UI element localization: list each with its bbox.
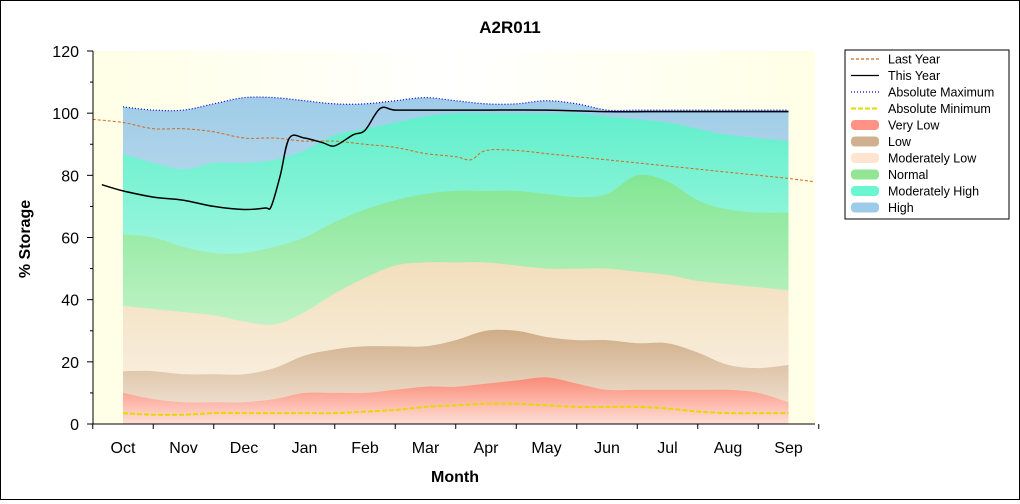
legend-label-very-low: Very Low — [888, 119, 940, 133]
x-tick-label: Jul — [657, 440, 677, 457]
legend-label-low: Low — [888, 135, 912, 149]
y-tick-label: 100 — [52, 106, 79, 123]
legend-label-high: High — [888, 201, 914, 215]
legend-swatch-high — [851, 202, 879, 213]
x-tick-label: Nov — [169, 440, 197, 457]
y-tick-label: 40 — [61, 293, 79, 310]
legend-swatch-moderately-high — [851, 186, 879, 196]
legend-label-last-year: Last Year — [888, 53, 940, 67]
x-tick-label: May — [531, 440, 561, 457]
series-lines — [92, 96, 813, 416]
x-tick-label: Jun — [594, 440, 620, 457]
y-tick-label: 20 — [61, 355, 79, 372]
chart-title: A2R011 — [479, 18, 540, 37]
series-line-this-year — [101, 106, 789, 211]
y-tick-label: 80 — [61, 168, 79, 185]
legend-swatch-moderately-low — [851, 153, 879, 163]
series-line-absolute-minimum — [122, 402, 789, 416]
legend-label-absolute-minimum: Absolute Minimum — [888, 102, 991, 116]
x-tick-label: Jan — [292, 440, 318, 457]
legend-label-normal: Normal — [888, 168, 928, 182]
band-areas — [123, 97, 789, 425]
legend-label-this-year: This Year — [888, 69, 940, 83]
x-tick-label: Sep — [774, 440, 803, 457]
band-very-low — [123, 377, 789, 424]
x-tick-label: Apr — [474, 440, 500, 457]
legend: Last Year This Year Absolute Maximum Absolu… — [844, 49, 1010, 220]
y-tick-label: 0 — [70, 417, 79, 434]
y-tick-label: 120 — [52, 44, 79, 61]
legend-label-moderately-high: Moderately High — [888, 185, 979, 199]
x-axis-ticks: Oct Nov Dec Jan Feb Mar Apr May Jun Jul Aug Sep — [92, 424, 820, 457]
x-tick-label: Oct — [111, 440, 136, 457]
x-tick-label: Dec — [230, 440, 258, 457]
y-axis-label: % Storage — [17, 200, 34, 278]
x-tick-label: Feb — [351, 440, 379, 457]
legend-label-moderately-low: Moderately Low — [888, 152, 977, 166]
legend-swatch-normal — [851, 169, 879, 180]
y-tick-label: 60 — [61, 231, 79, 248]
x-axis-label: Month — [431, 469, 479, 486]
legend-label-absolute-maximum: Absolute Maximum — [888, 86, 994, 100]
x-tick-label: Mar — [412, 440, 440, 457]
y-axis-ticks: 0 20 40 60 80 100 120 — [52, 44, 93, 434]
legend-swatch-very-low — [851, 120, 879, 130]
legend-swatch-low — [851, 136, 879, 147]
x-tick-label: Aug — [714, 440, 742, 457]
